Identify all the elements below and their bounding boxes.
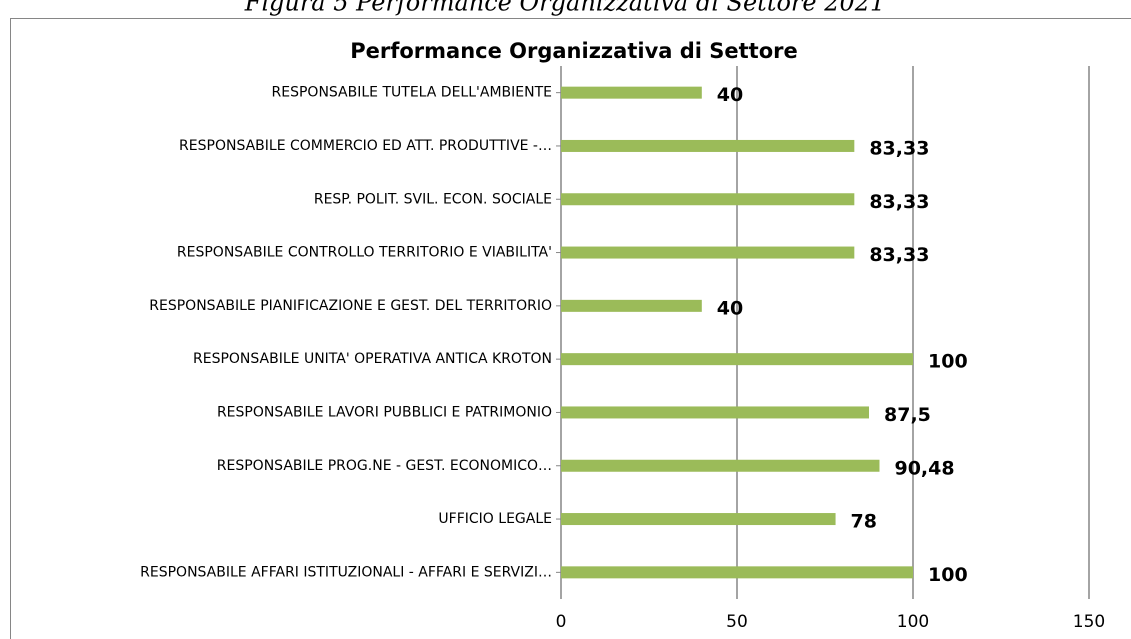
data-label: 40 — [717, 297, 743, 319]
bar — [561, 566, 913, 579]
y-tick-label: UFFICIO LEGALE — [438, 511, 552, 527]
data-label: 83,33 — [869, 137, 929, 159]
chart-title: Performance Organizzativa di Settore — [350, 39, 798, 63]
y-tick-label: RESPONSABILE AFFARI ISTITUZIONALI - AFFA… — [140, 564, 552, 580]
bar — [561, 193, 855, 206]
caption: Figura 5 Performance Organizzativa di Se… — [244, 0, 886, 17]
y-tick-label: RESPONSABILE PIANIFICAZIONE E GEST. DEL … — [149, 298, 552, 314]
bar — [561, 86, 702, 99]
x-tick-label: 150 — [1073, 612, 1105, 632]
bar — [561, 406, 869, 419]
data-label: 78 — [851, 511, 877, 533]
bar — [561, 139, 855, 152]
data-label: 40 — [717, 84, 743, 106]
bar — [561, 246, 855, 259]
data-label: 100 — [928, 564, 968, 586]
y-tick-label: RESPONSABILE UNITA' OPERATIVA ANTICA KRO… — [193, 351, 552, 367]
y-tick-label: RESPONSABILE LAVORI PUBBLICI E PATRIMONI… — [217, 404, 552, 420]
y-tick-label: RESPONSABILE COMMERCIO ED ATT. PRODUTTIV… — [179, 138, 552, 154]
bar — [561, 459, 880, 472]
y-tick-label: RESPONSABILE TUTELA DELL'AMBIENTE — [272, 85, 552, 101]
data-label: 83,33 — [869, 191, 929, 213]
data-label: 100 — [928, 351, 968, 373]
data-label: 87,5 — [884, 404, 931, 426]
y-tick-label: RESPONSABILE CONTROLLO TERRITORIO E VIAB… — [177, 245, 552, 261]
bar — [561, 299, 702, 312]
bar — [561, 513, 836, 526]
x-tick-label: 0 — [556, 612, 567, 632]
y-tick-label: RESP. POLIT. SVIL. ECON. SOCIALE — [314, 191, 552, 207]
bar — [561, 353, 913, 366]
y-tick-label: RESPONSABILE PROG.NE - GEST. ECONOMICO… — [217, 458, 552, 474]
x-tick-label: 50 — [726, 612, 748, 632]
x-tick-label: 100 — [897, 612, 929, 632]
chart-border — [10, 18, 1131, 639]
data-label: 83,33 — [869, 244, 929, 266]
data-label: 90,48 — [894, 457, 954, 479]
